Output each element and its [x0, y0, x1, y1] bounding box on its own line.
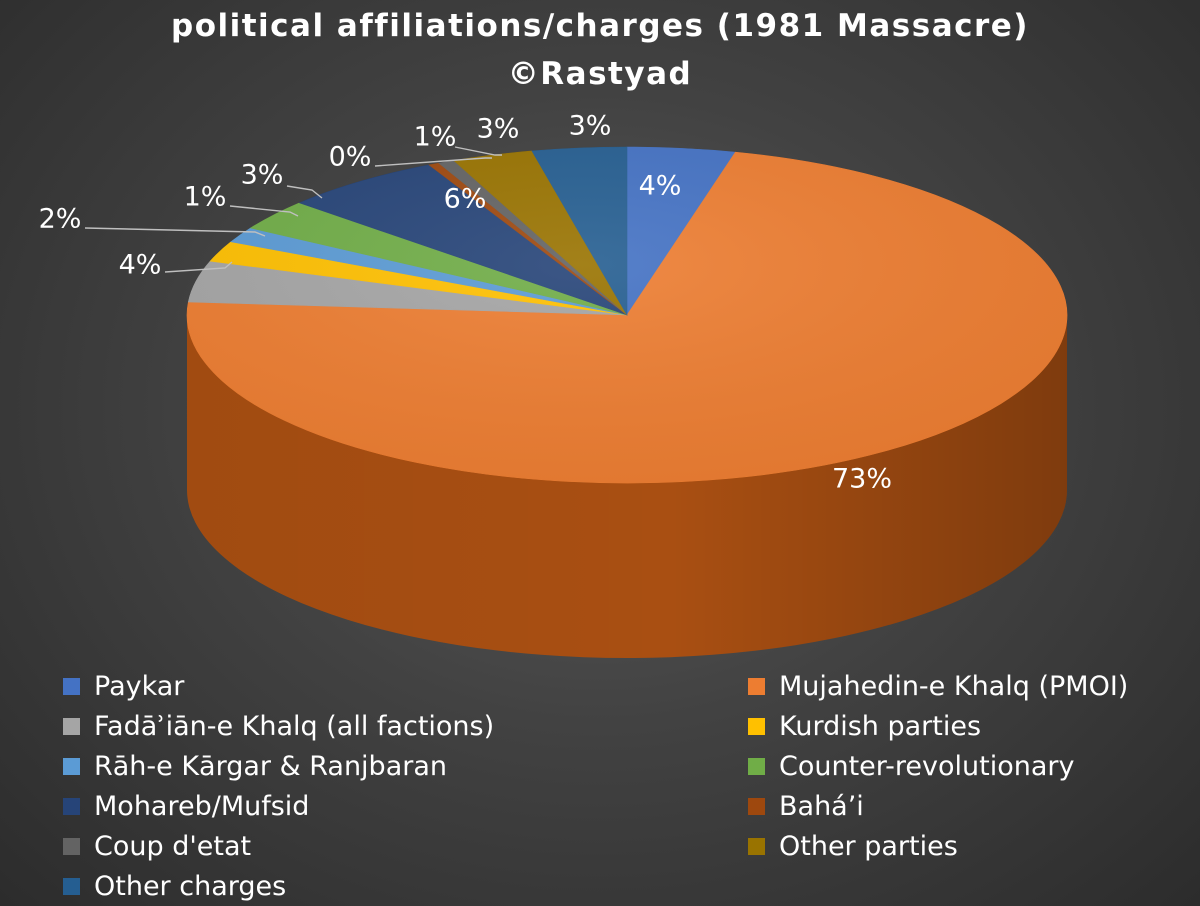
- legend-swatch: [63, 757, 80, 775]
- chart-title: political affiliations/charges (1981 Mas…: [171, 8, 1029, 44]
- data-label: 1%: [184, 182, 227, 213]
- legend-item: Mohareb/Mufsid: [63, 786, 309, 826]
- legend-label: Paykar: [94, 670, 185, 702]
- legend-label: Kurdish parties: [779, 710, 982, 742]
- legend-swatch: [748, 717, 765, 735]
- leader-line: [286, 185, 323, 199]
- legend-swatch: [63, 797, 80, 815]
- data-label: 3%: [569, 111, 612, 142]
- legend-label: Other parties: [779, 830, 958, 862]
- legend-swatch: [63, 717, 80, 735]
- legend-label: Coup d'etat: [94, 830, 252, 862]
- legend-label: Mujahedin-e Khalq (PMOI): [779, 670, 1129, 702]
- leader-line: [164, 261, 233, 273]
- data-label: 4%: [639, 171, 682, 202]
- data-label: 6%: [444, 184, 487, 215]
- legend-label: Fadāʾiān-e Khalq (all factions): [94, 710, 495, 742]
- legend-item: Rāh-e Kārgar & Ranjbaran: [63, 746, 447, 786]
- legend-swatch: [63, 677, 80, 695]
- pie-side-shading: [187, 315, 1067, 658]
- leader-line: [374, 157, 492, 167]
- legend: Paykar Mujahedin-e Khalq (PMOI) Fadāʾiān-e…: [0, 666, 1200, 906]
- legend-label: Other charges: [94, 870, 287, 902]
- legend-item: Paykar: [63, 666, 184, 706]
- legend-swatch: [63, 837, 80, 855]
- legend-item: Bahá’i: [748, 786, 864, 826]
- legend-swatch: [748, 837, 765, 855]
- legend-label: Mohareb/Mufsid: [94, 790, 310, 822]
- legend-item: Fadāʾiān-e Khalq (all factions): [63, 706, 494, 746]
- data-label: 0%: [329, 142, 372, 173]
- legend-swatch: [748, 757, 765, 775]
- legend-item: Kurdish parties: [748, 706, 981, 746]
- data-label: 3%: [241, 160, 284, 191]
- legend-label: Rāh-e Kārgar & Ranjbaran: [94, 750, 448, 782]
- data-label: 1%: [414, 122, 457, 153]
- data-label: 73%: [832, 464, 892, 495]
- leader-line: [454, 146, 502, 156]
- data-label: 2%: [39, 204, 82, 235]
- leader-line: [84, 227, 266, 237]
- pie-top-shading: [187, 147, 1067, 483]
- data-label: 3%: [477, 114, 520, 145]
- legend-swatch: [748, 677, 765, 695]
- legend-item: Other parties: [748, 826, 958, 866]
- legend-item: Coup d'etat: [63, 826, 251, 866]
- legend-item: Counter-revolutionary: [748, 746, 1074, 786]
- legend-swatch: [748, 797, 765, 815]
- legend-item: Mujahedin-e Khalq (PMOI): [748, 666, 1128, 706]
- legend-label: Bahá’i: [779, 790, 864, 822]
- legend-label: Counter-revolutionary: [779, 750, 1075, 782]
- data-label: 4%: [119, 250, 162, 281]
- legend-item: Other charges: [63, 866, 286, 906]
- leader-line: [229, 205, 299, 217]
- chart-subtitle: ©Rastyad: [507, 56, 693, 92]
- legend-swatch: [63, 877, 80, 895]
